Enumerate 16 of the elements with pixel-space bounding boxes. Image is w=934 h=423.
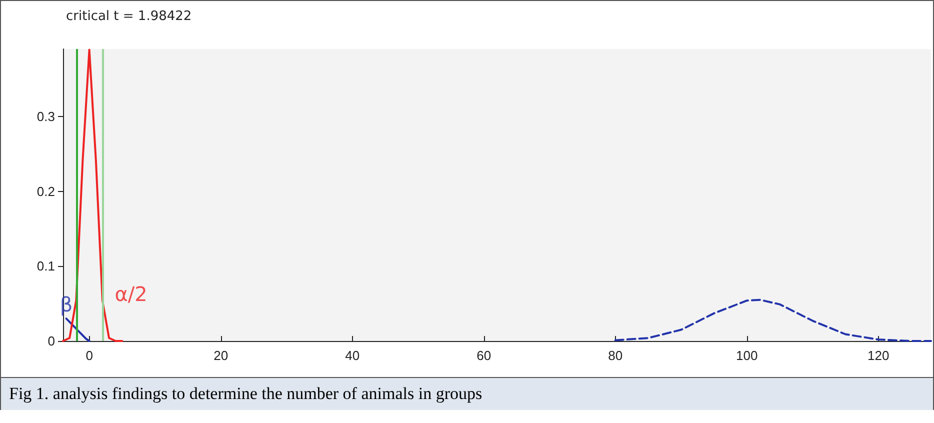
x-tick-label: 80 — [608, 348, 623, 363]
x-tick-label: 120 — [868, 348, 890, 363]
line-series — [614, 298, 932, 342]
x-tick-label: 0 — [86, 348, 93, 363]
x-tick-label: 40 — [345, 348, 360, 363]
annotation: α/2 — [114, 282, 148, 306]
caption: Fig 1. analysis findings to determine the number of animals in groups — [0, 378, 934, 410]
line-series — [65, 318, 90, 342]
y-tick-label: 0.2 — [36, 184, 55, 199]
y-tick-label: 0.3 — [36, 108, 55, 124]
y-tick-label: 0.1 — [36, 258, 55, 274]
x-tick-label: 100 — [736, 348, 758, 363]
x-tick-label: 60 — [476, 348, 492, 363]
chart-title: critical t = 1.98422 — [66, 9, 192, 24]
x-tick-label: 20 — [214, 348, 228, 363]
y-tick-label: 0 — [48, 334, 55, 348]
